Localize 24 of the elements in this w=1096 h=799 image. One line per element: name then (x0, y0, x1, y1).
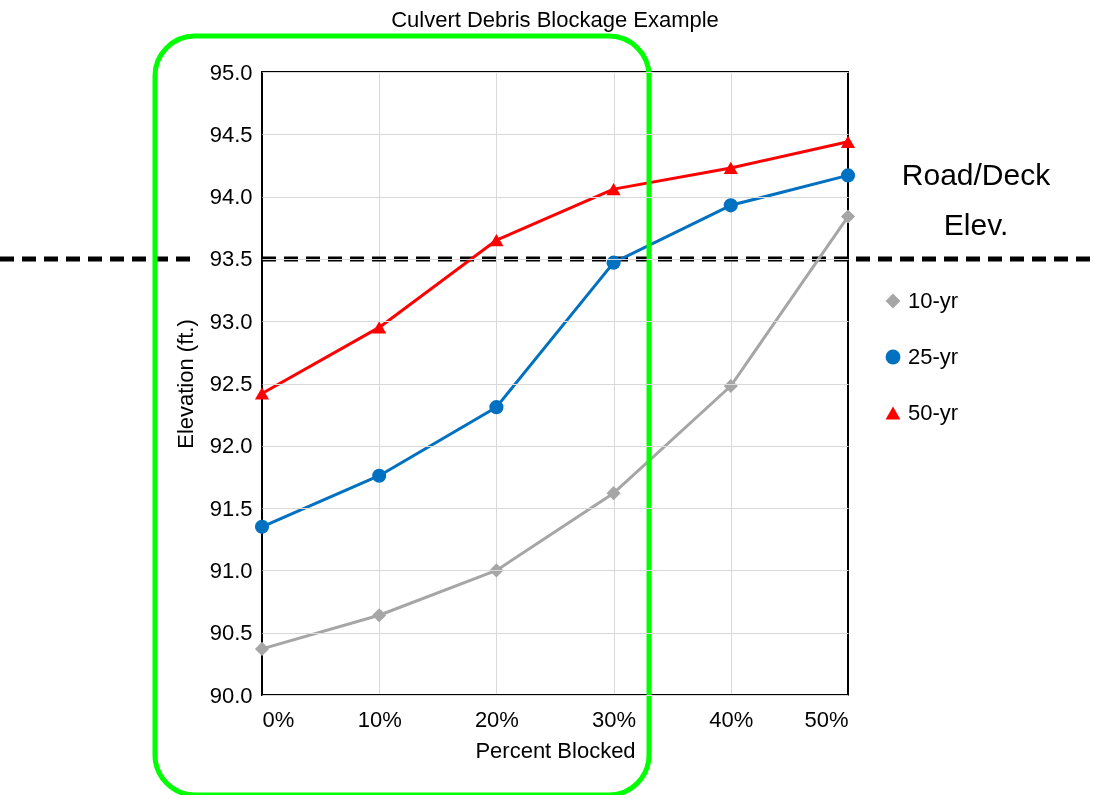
y-tick-label: 93.5 (209, 246, 253, 272)
x-tick-label: 40% (709, 706, 754, 732)
legend-label: 10-yr (908, 288, 959, 313)
ref-line-label: Road/Deck Elev. (901, 157, 1052, 241)
x-tick-label: 20% (474, 706, 519, 732)
y-tick-label: 94.5 (209, 121, 253, 147)
x-tick-label: 30% (592, 706, 637, 732)
x-tick-label: 0% (262, 706, 295, 732)
x-tick-label: 10% (357, 706, 402, 732)
y-tick-label: 94.0 (209, 184, 253, 210)
y-tick-label: 90.5 (209, 620, 253, 646)
x-tick-label: 50% (804, 706, 849, 732)
y-tick-label: 95.0 (209, 59, 253, 85)
legend-label: 50-yr (908, 400, 959, 425)
legend-label: 25-yr (908, 344, 959, 369)
chart-title: Culvert Debris Blockage Example (391, 6, 719, 32)
y-tick-label: 91.5 (209, 495, 253, 521)
y-tick-label: 92.0 (209, 433, 253, 459)
y-tick-label: 90.0 (209, 682, 253, 708)
y-tick-label: 92.5 (209, 371, 253, 396)
y-tick-label: 91.0 (209, 557, 253, 583)
x-axis-title: Percent Blocked (475, 737, 636, 763)
y-tick-label: 93.0 (209, 308, 253, 334)
y-axis-title: Elevation (ft.) (172, 319, 198, 449)
